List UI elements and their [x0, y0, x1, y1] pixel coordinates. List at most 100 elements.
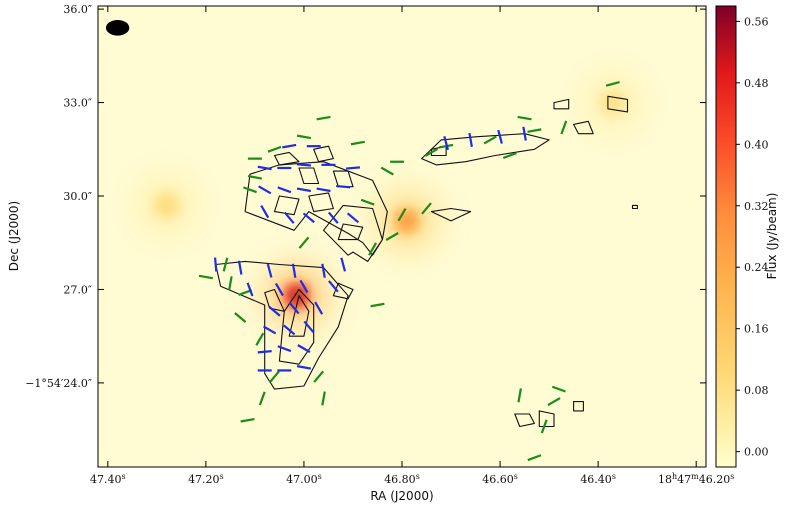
- polarization-vector-blue: [336, 184, 351, 189]
- polarization-vector-blue: [260, 204, 270, 219]
- x-tick-label: 46.80s: [384, 472, 420, 487]
- polarization-vector-green: [247, 175, 262, 180]
- polarization-vector-layer: [198, 80, 620, 462]
- polarization-vector-green: [198, 274, 213, 280]
- polarization-vector-blue: [246, 282, 254, 297]
- y-tick-label: 36.0″: [63, 3, 92, 16]
- polarization-vector-green: [296, 134, 312, 140]
- polarization-vector-blue: [277, 345, 292, 353]
- polarization-vector-blue: [283, 324, 296, 336]
- polarization-vector-green: [380, 166, 394, 176]
- polarization-vector-blue: [443, 136, 450, 151]
- polarization-vector-green: [267, 145, 282, 153]
- y-axis-ticks: −1°54′24.0″ 27.0″ 30.0″ 33.0″ 36.0″: [25, 3, 706, 390]
- polarization-vector-blue: [299, 279, 309, 293]
- polarization-vector-green: [560, 120, 568, 135]
- polarization-vector-green: [228, 276, 233, 291]
- polarization-vector-blue: [288, 302, 300, 315]
- polarization-vector-green: [527, 454, 542, 462]
- polarization-vector-blue: [302, 212, 315, 224]
- polarization-vector-blue: [291, 263, 297, 278]
- colorbar-tick-label: 0.00: [744, 446, 769, 459]
- polarization-vector-green: [234, 312, 247, 323]
- polarization-vector-blue: [283, 211, 295, 224]
- contour-line: [244, 161, 388, 262]
- polarization-vector-green: [360, 198, 375, 206]
- y-tick-label: 33.0″: [63, 97, 92, 110]
- contour-line: [553, 98, 570, 110]
- polarization-vector-green: [540, 419, 548, 434]
- polarization-vector-green: [517, 115, 532, 121]
- colorbar-tick-label: 0.08: [744, 384, 769, 397]
- emission-peak: [372, 186, 441, 255]
- x-tick-label: 47.40s: [90, 472, 126, 487]
- polarization-vector-blue: [213, 257, 218, 272]
- polarization-vector-blue: [277, 186, 292, 194]
- emission-peak: [262, 261, 331, 330]
- polarization-vector-blue: [345, 166, 361, 170]
- polarization-vector-blue: [257, 350, 272, 354]
- colorbar: 0.00 0.08 0.16 0.24 0.32 0.40 0.48 0.56 Flux (J…: [715, 5, 779, 468]
- contour-line: [607, 95, 629, 113]
- polarization-vector-green: [385, 232, 399, 241]
- contour-line: [332, 282, 354, 300]
- colorbar-fill: [716, 6, 736, 467]
- polarization-vector-blue: [258, 185, 272, 195]
- y-tick-label: 30.0″: [63, 190, 92, 203]
- polarization-vector-blue: [328, 280, 339, 293]
- polarization-vector-blue: [522, 126, 527, 141]
- contour-line: [538, 410, 555, 428]
- polarization-vector-blue: [257, 165, 272, 171]
- polarization-vector-blue: [296, 187, 312, 193]
- contour-line: [273, 195, 300, 216]
- x-axis-ticks: 47.40s 47.20s 47.00s 46.80s 46.60s 46.40s 18h4…: [90, 6, 734, 486]
- contour-line: [430, 207, 472, 222]
- emission-peak: [578, 68, 647, 137]
- contour-line: [298, 167, 320, 185]
- colorbar-tick-label: 0.48: [744, 77, 769, 90]
- polarization-vector-green: [316, 115, 331, 121]
- emission-center: [605, 95, 620, 110]
- polarization-vector-green: [551, 385, 566, 393]
- polarization-vector-green: [483, 135, 497, 145]
- polarization-vector-blue: [346, 212, 360, 224]
- x-tick-label: 46.60s: [482, 472, 518, 487]
- polarization-vector-blue: [314, 301, 324, 315]
- polarization-vector-blue: [296, 365, 312, 370]
- polarization-vector-green: [313, 370, 324, 383]
- colorbar-frame: [715, 5, 737, 468]
- colorbar-ticks: 0.00 0.08 0.16 0.24 0.32 0.40 0.48 0.56: [736, 15, 769, 459]
- polarization-vector-green: [370, 302, 385, 308]
- emission-center: [399, 213, 414, 228]
- contour-line: [514, 413, 535, 428]
- polarization-vector-green: [269, 370, 280, 383]
- colorbar-tick-label: 0.32: [744, 200, 769, 213]
- contour-line: [264, 288, 285, 312]
- polarization-vector-green: [605, 80, 620, 87]
- colorbar-tick-label: 0.24: [744, 261, 769, 274]
- polarization-vector-green: [368, 242, 378, 256]
- x-axis-title: RA (J2000): [370, 489, 433, 503]
- polarization-vector-green: [517, 388, 522, 403]
- contour-line: [573, 401, 584, 412]
- polarization-vector-blue: [303, 320, 315, 333]
- polarization-vector-blue: [268, 305, 281, 317]
- colorbar-label: Flux (Jy/beam): [765, 193, 779, 280]
- polarization-vector-blue: [316, 187, 331, 193]
- polarization-vector-blue: [328, 211, 339, 224]
- colorbar-tick-label: 0.56: [744, 15, 769, 28]
- polarization-vector-green: [321, 391, 326, 406]
- polarization-vector-green: [255, 332, 265, 346]
- map-panel: 47.40s 47.20s 47.00s 46.80s 46.60s 46.40s 18h4…: [25, 3, 734, 486]
- polarization-vector-green: [502, 152, 517, 159]
- polarization-vector-green: [298, 236, 310, 249]
- polarization-vector-green: [258, 391, 266, 406]
- polarization-vector-blue: [263, 325, 277, 335]
- polarization-vector-green: [222, 257, 229, 272]
- polarization-vector-blue: [321, 263, 326, 278]
- y-tick-label: 27.0″: [63, 283, 92, 296]
- colorbar-tick-label: 0.40: [744, 138, 769, 151]
- x-tick-label: 47.20s: [188, 472, 224, 487]
- polarization-vector-blue: [468, 132, 473, 148]
